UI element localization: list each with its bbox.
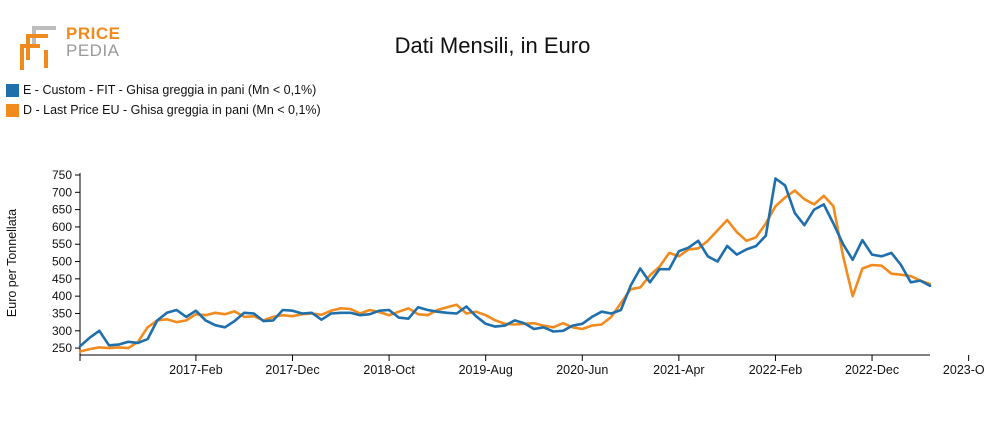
legend-swatch — [6, 83, 19, 97]
y-tick-label: 650 — [52, 203, 72, 217]
series-line-1 — [78, 177, 932, 348]
legend: E - Custom - FIT - Ghisa greggia in pani… — [6, 80, 321, 120]
y-tick-label: 300 — [52, 324, 72, 338]
legend-label: D - Last Price EU - Ghisa greggia in pan… — [23, 103, 321, 117]
legend-swatch — [6, 103, 19, 117]
logo-text-pedia: PEDIA — [66, 41, 120, 60]
y-tick-label: 250 — [52, 341, 72, 355]
x-tick-label: 2017-Feb — [169, 363, 223, 377]
x-tick-label: 2019-Aug — [459, 363, 513, 377]
y-tick-label: 700 — [52, 185, 72, 199]
x-tick-label: 2022-Feb — [749, 363, 803, 377]
series-line-2 — [78, 189, 932, 353]
y-tick-label: 400 — [52, 289, 72, 303]
y-axis-label: Euro per Tonnellata — [5, 209, 19, 317]
y-tick-label: 600 — [52, 220, 72, 234]
y-tick-label: 750 — [52, 168, 72, 182]
x-tick-label: 2018-Oct — [363, 363, 415, 377]
legend-item-series-2[interactable]: D - Last Price EU - Ghisa greggia in pan… — [6, 100, 321, 120]
legend-label: E - Custom - FIT - Ghisa greggia in pani… — [23, 83, 317, 97]
x-tick-label: 2017-Dec — [265, 363, 319, 377]
x-tick-label: 2023-Oct — [943, 363, 985, 377]
pricepedia-logo: PRICE PEDIA — [18, 24, 128, 72]
x-tick-label: 2020-Jun — [556, 363, 608, 377]
y-tick-label: 550 — [52, 237, 72, 251]
x-tick-label: 2022-Dec — [845, 363, 899, 377]
y-tick-label: 350 — [52, 306, 72, 320]
logo-text-price: PRICE — [66, 24, 121, 43]
y-tick-label: 450 — [52, 272, 72, 286]
legend-item-series-1[interactable]: E - Custom - FIT - Ghisa greggia in pani… — [6, 80, 321, 100]
chart-title: Dati Mensili, in Euro — [394, 33, 591, 58]
x-tick-label: 2021-Apr — [653, 363, 704, 377]
logo-mark-icon — [20, 26, 56, 70]
y-tick-label: 500 — [52, 255, 72, 269]
